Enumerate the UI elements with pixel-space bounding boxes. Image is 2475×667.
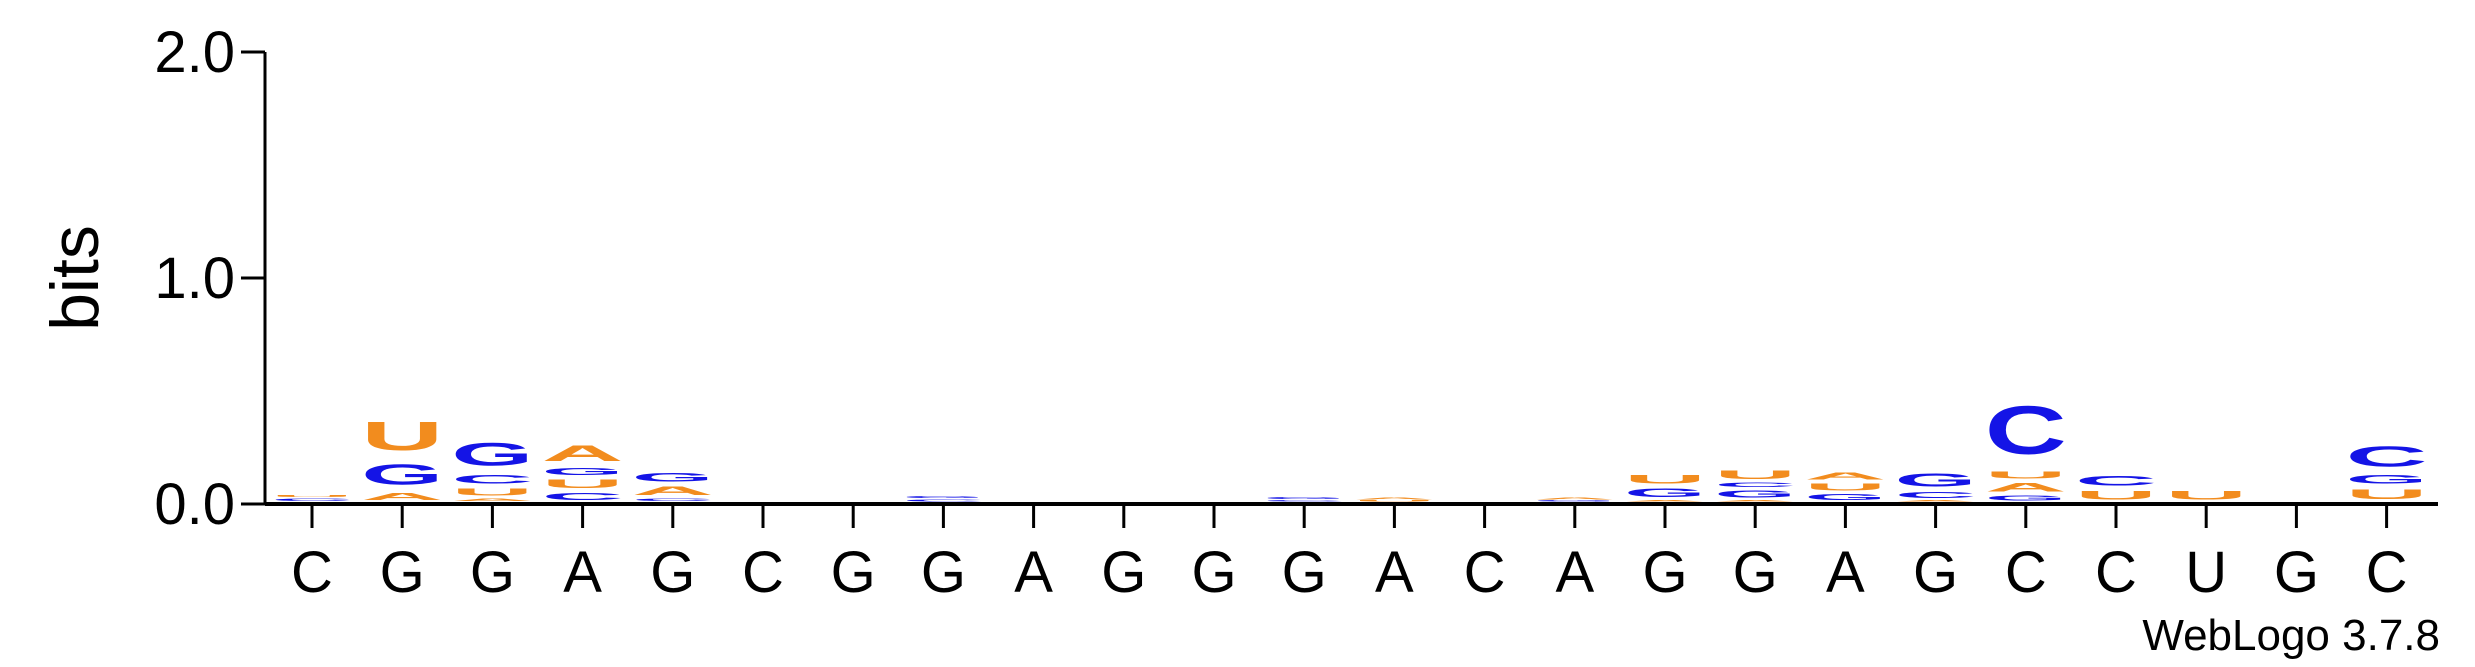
logo-letter-u: U — [451, 486, 533, 497]
x-tick-label: A — [1375, 540, 1414, 605]
logo-letter-u: U — [271, 494, 353, 497]
y-tick-label: 1.0 — [154, 246, 235, 311]
logo-letter-g: G — [1895, 471, 1977, 491]
logo-letter-a: A — [361, 491, 443, 502]
logo-letter-a: A — [1353, 497, 1435, 500]
x-tick-label: U — [2185, 540, 2227, 605]
logo-letter-c: C — [451, 473, 533, 486]
logo-stacks: CU AGUAUCGCUGACAGCGCGUAGAAGUAGCUGUAACGGAU… — [271, 392, 2428, 502]
x-tick-label: G — [831, 540, 876, 605]
x-tick-label: C — [2005, 540, 2047, 605]
logo-letter-u: U — [2075, 489, 2157, 502]
logo-letter-g: G — [451, 436, 533, 472]
logo-letter-g: G — [1624, 486, 1706, 500]
logo-letter-g: G — [1263, 497, 1345, 500]
logo-letter-c: C — [2075, 473, 2157, 489]
logo-letter-g: G — [361, 459, 443, 490]
logo-letter-c: C — [902, 499, 984, 502]
logo-letter-u: U — [361, 414, 443, 459]
x-tick-label: C — [2095, 540, 2137, 605]
logo-letter-a: A — [451, 497, 533, 502]
x-tick-label: G — [1913, 540, 1958, 605]
x-tick-label: A — [1014, 540, 1053, 605]
logo-letter-c: C — [542, 491, 624, 502]
logo-letter-u: U — [1714, 468, 1796, 481]
logo-letter-g: G — [1985, 494, 2067, 502]
logo-letter-g: G — [902, 495, 984, 498]
x-tick-label: G — [921, 540, 966, 605]
logo-letter-g: G — [1534, 500, 1616, 502]
x-tick-label: G — [380, 540, 425, 605]
y-ticks: 0.0 1.0 2.0 — [154, 20, 265, 537]
x-tick-label: G — [1282, 540, 1327, 605]
logo-letter-a: A — [1714, 500, 1796, 502]
logo-letter-c: C — [2346, 441, 2428, 473]
x-tick-label: G — [1191, 540, 1236, 605]
y-tick-label: 0.0 — [154, 472, 235, 537]
x-tick-label: G — [1642, 540, 1687, 605]
x-tick-label: G — [470, 540, 515, 605]
logo-letter-u: U — [1624, 473, 1706, 486]
logo-letter-a: A — [1624, 500, 1706, 502]
logo-letter-u: U — [1353, 500, 1435, 502]
logo-letter-c: C — [1985, 392, 2067, 469]
logo-letter-a: A — [1804, 470, 1886, 481]
logo-letter-c: C — [1263, 500, 1345, 502]
x-tick-label: G — [1733, 540, 1778, 605]
logo-letter-u: U — [1985, 469, 2067, 480]
x-tick-label: C — [2366, 540, 2408, 605]
plot-area: CU AGUAUCGCUGACAGCGCGUAGAAGUAGCUGUAACGGAU… — [154, 20, 2438, 605]
logo-letter-u: U — [1804, 482, 1886, 493]
y-tick-label: 2.0 — [154, 20, 235, 85]
x-tick-label: G — [2274, 540, 2319, 605]
credit-label: WebLogo 3.7.8 — [2142, 611, 2440, 660]
x-tick-label: G — [1101, 540, 1146, 605]
x-tick-label: A — [1826, 540, 1865, 605]
x-tick-label: C — [1464, 540, 1506, 605]
logo-letter-g: G — [632, 470, 714, 484]
logo-letter-g: G — [2346, 473, 2428, 487]
logo-letter-c: C — [1714, 482, 1796, 489]
x-tick-label: A — [563, 540, 602, 605]
logo-letter-a: A — [632, 484, 714, 497]
logo-letter-a: A — [542, 441, 624, 466]
logo-letter-u: U — [542, 477, 624, 490]
x-tick-label: G — [650, 540, 695, 605]
logo-letter-g: G — [1714, 488, 1796, 499]
logo-letter-c: C — [271, 497, 353, 502]
logo-letter-c: C — [632, 497, 714, 502]
logo-letter-u: U — [2346, 486, 2428, 502]
x-tick-label: C — [291, 540, 333, 605]
logo-letter-c: C — [1895, 491, 1977, 500]
x-tick-label: A — [1555, 540, 1594, 605]
logo-letter-u: U — [2165, 489, 2247, 502]
x-tick-label: C — [742, 540, 784, 605]
logo-letter-a: A — [1534, 497, 1616, 500]
logo-letter-g: G — [1804, 493, 1886, 502]
logo-letter-a: A — [1985, 481, 2067, 494]
logo-letter-a: A — [1895, 500, 1977, 502]
y-axis-label: bits — [37, 225, 113, 331]
logo-letter-g: G — [542, 466, 624, 477]
